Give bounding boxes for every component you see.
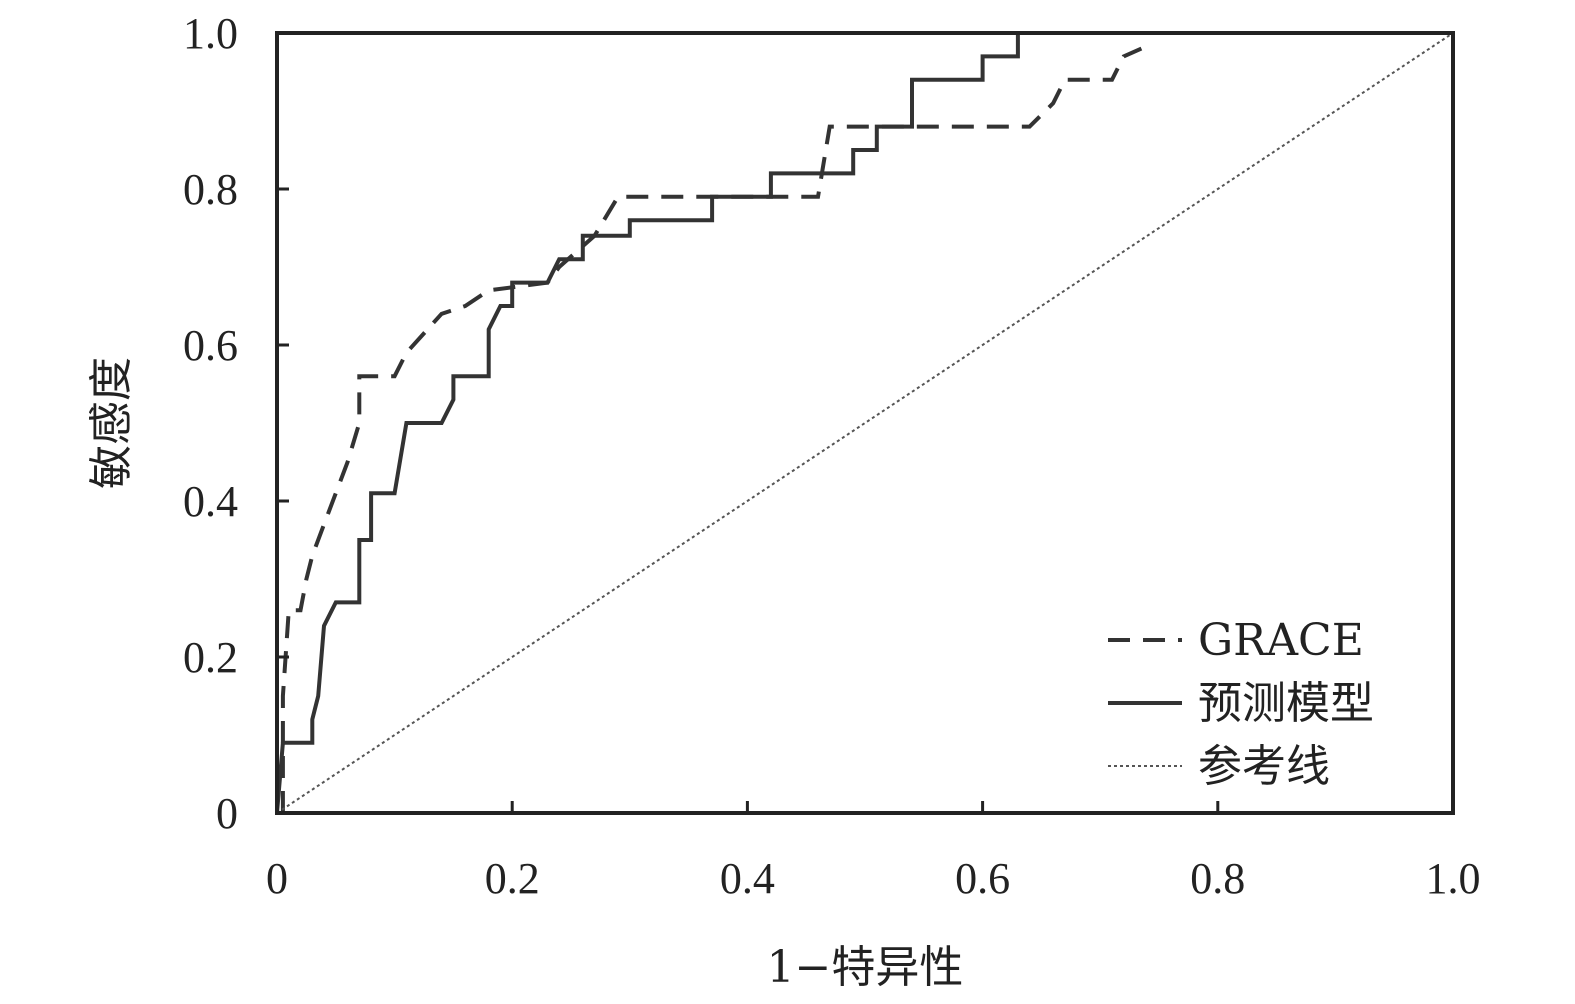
x-tick-label: 0.2 [485,854,540,903]
plot-frame [275,31,1455,815]
y-tick-label: 1.0 [183,9,238,58]
y-tick-label: 0.6 [183,321,238,370]
x-axis-title: 1−特异性 [767,942,964,993]
x-tick-label: 0.4 [720,854,775,903]
legend-label: GRACE [1198,615,1364,666]
series-layer [275,32,1454,814]
x-tick-label: 0 [266,854,288,903]
y-axis-title: 敏感度 [86,357,137,489]
legend-label: 参考线 [1198,741,1330,792]
x-tick-label: 0.6 [955,854,1010,903]
legend-label: 预测模型 [1198,678,1374,729]
y-tick-label: 0.2 [183,633,238,682]
x-tick-label: 0.8 [1190,854,1245,903]
series-line-2 [276,32,1454,814]
x-tick-label: 1.0 [1426,854,1481,903]
series-line-0 [280,46,1143,813]
series-line-1 [275,33,1020,814]
y-tick-label: 0.8 [183,165,238,214]
y-tick-label: 0 [216,789,238,838]
ticks-layer: 0 0.2 0.4 0.6 0.8 1.0 0 0.2 0.4 0.6 0.8 1.0 [183,9,1481,903]
y-tick-label: 0.4 [183,477,238,526]
